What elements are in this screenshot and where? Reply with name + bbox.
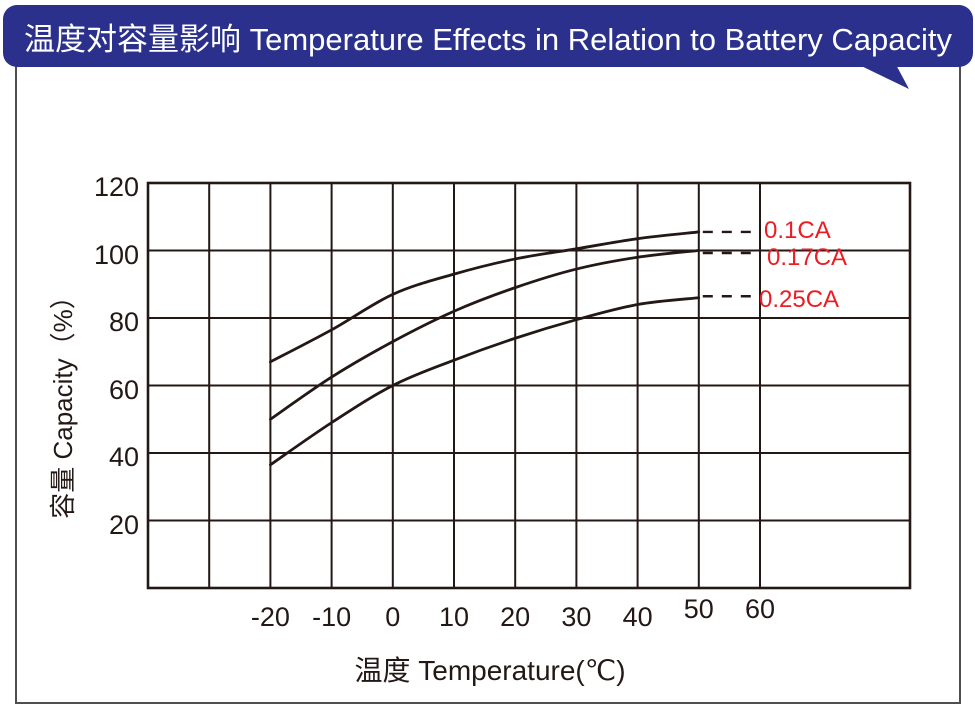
x-tick-label-50: 50 [683,594,714,624]
x-tick-label-30: 30 [561,602,592,632]
y-tick-label-80: 80 [108,307,139,337]
series-label-0.1CA: 0.1CA [764,217,831,244]
x-tick-label--20: -20 [250,602,290,632]
capacity-curve-0.25CA [269,296,701,467]
x-axis-title: 温度 Temperature(℃) [354,655,626,686]
y-tick-label-100: 100 [93,239,139,270]
capacity-curve-0.1CA [269,230,701,364]
x-tick-label-0: 0 [385,602,401,632]
content-border [15,36,961,704]
plot-border [146,181,912,590]
y-tick-label-20: 20 [108,509,139,540]
y-tick-label-120: 120 [93,172,139,202]
title-banner: 温度对容量影响 Temperature Effects in Relation … [3,5,973,67]
y-tick-label-60: 60 [108,374,139,405]
series-label-0.25CA: 0.25CA [759,286,840,313]
y-tick-label-40: 40 [108,442,139,472]
page-title: 温度对容量影响 Temperature Effects in Relation … [23,21,953,57]
x-tick-label-60: 60 [744,594,776,624]
banner-tail-pointer-icon [851,61,909,89]
x-tick-label-20: 20 [500,602,531,632]
x-tick-label-10: 10 [438,602,470,632]
series-label-0.17CA: 0.17CA [767,244,848,271]
x-tick-label-40: 40 [622,602,653,632]
capacity-curve-0.17CA [269,249,701,421]
y-axis-title: 容量 Capacity（%） [48,283,78,519]
x-tick-label--10: -10 [312,602,352,632]
